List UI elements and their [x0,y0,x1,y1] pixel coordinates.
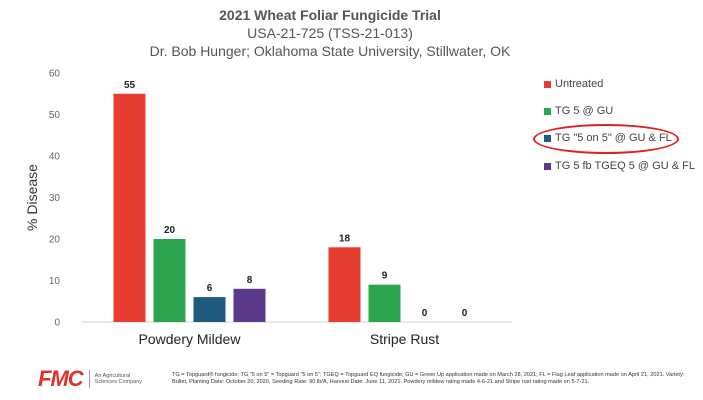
data-label: 0 [422,308,428,319]
y-tick-label: 60 [49,69,61,80]
chart-title: 2021 Wheat Foliar Fungicide Trial [219,7,441,23]
bar [328,247,361,322]
data-label: 20 [164,225,176,236]
y-tick-label: 30 [49,193,61,204]
x-category-label: Powdery Mildew [139,331,242,347]
bar [193,297,226,322]
bar [368,284,401,322]
y-tick-label: 50 [49,110,61,121]
legend-item: TG 5 fb TGEQ 5 @ GU & FL [544,160,695,172]
logo-divider [88,370,90,388]
x-category-label: Stripe Rust [370,331,439,347]
legend-item: TG 5 @ GU [544,105,613,117]
chart-author-line: Dr. Bob Hunger; Oklahoma State Universit… [149,43,511,59]
legend-swatch [544,162,551,170]
bar [233,288,266,322]
data-label: 0 [462,308,468,319]
y-tick-label: 40 [49,152,61,163]
logo-tagline: An Agricultural Sciences Company [94,372,143,386]
logo-wordmark: FMC [38,366,84,391]
data-label: 55 [124,80,136,91]
legend-highlight-circle [533,124,679,154]
data-label: 6 [207,283,213,294]
y-tick-label: 10 [49,276,61,287]
legend-swatch [544,80,551,88]
fmc-logo: FMC An Agricultural Sciences Company [38,366,143,392]
data-label: 9 [382,271,388,282]
chart-title-block: 2021 Wheat Foliar Fungicide Trial USA-21… [0,6,660,60]
legend-item: Untreated [544,78,603,90]
y-tick-label: 0 [54,318,60,329]
data-label: 18 [339,233,351,244]
data-label: 8 [247,275,253,286]
bar [113,93,146,322]
y-tick-label: 20 [49,235,61,246]
chart-subtitle: USA-21-725 (TSS-21-013) [247,25,413,41]
footnote: TG = Topguard® fungicide; TG "5 on 5" = … [172,372,685,385]
bar [153,239,186,322]
legend-label: TG 5 @ GU [555,105,614,117]
legend-label: TG 5 fb TGEQ 5 @ GU & FL [555,160,695,172]
legend-label: Untreated [555,78,604,90]
y-axis-label: % Disease [24,164,40,231]
legend-swatch [544,107,551,115]
